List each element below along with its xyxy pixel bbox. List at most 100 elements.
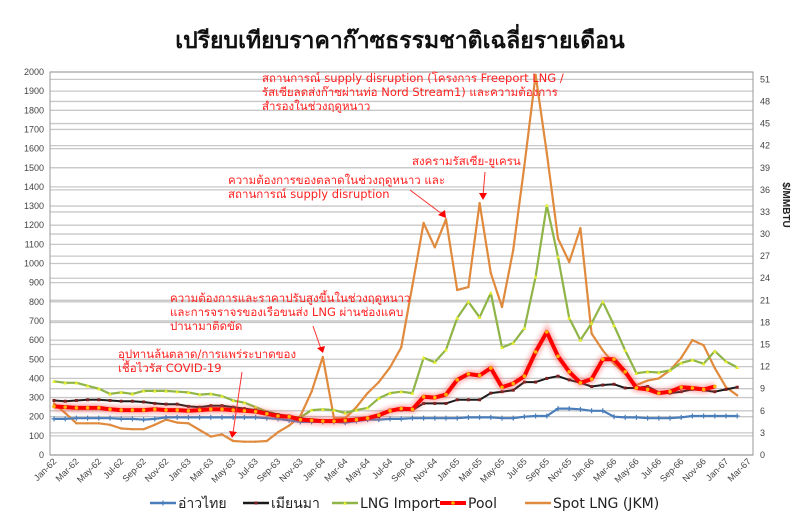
data-point (52, 379, 56, 384)
left-tick-label: 1600 (24, 144, 44, 154)
data-point (634, 371, 639, 375)
annotation-panama: ความต้องการและราคาปรับสูงขึ้นในช่วงฤดูหน… (170, 290, 414, 333)
data-point (152, 416, 158, 422)
right-axis-label: $/MMBTU (780, 182, 791, 228)
x-tick-label: Sep-65 (524, 456, 552, 484)
annotation-line: และการจราจรของเรือขนส่ง LNG ผ่านช่องแคบ (170, 305, 403, 319)
data-point (466, 299, 471, 304)
data-point (175, 389, 180, 394)
data-point (579, 226, 582, 230)
data-point (377, 413, 381, 418)
data-point (511, 388, 515, 392)
data-point (443, 415, 449, 421)
annotation-arrow (409, 189, 443, 215)
data-point (523, 164, 526, 167)
left-tick-label: 500 (29, 354, 44, 364)
data-point (477, 373, 482, 378)
data-point (478, 201, 481, 205)
data-point (220, 394, 224, 398)
data-point (656, 370, 661, 375)
annotation-winter-demand: ความต้องการของตลาดในช่วงฤดูหนาว และ สถาน… (228, 173, 449, 201)
data-point (276, 430, 280, 434)
data-point (545, 376, 549, 380)
data-point (623, 348, 628, 353)
data-point (534, 73, 537, 77)
data-point (130, 399, 134, 403)
data-point (656, 415, 662, 421)
x-tick-label: May-66 (613, 456, 641, 484)
data-point (387, 416, 393, 422)
data-point (701, 387, 706, 392)
right-tick-label: 12 (760, 362, 770, 372)
x-tick-label: Sep-66 (658, 456, 686, 484)
data-point (601, 357, 605, 362)
data-point (600, 299, 605, 304)
data-point (500, 385, 504, 390)
legend-item: อ่าวไทย (150, 495, 227, 512)
data-point (589, 321, 594, 325)
annotation-line: เชื้อไวรัส COVID-19 (118, 360, 222, 375)
data-point (645, 369, 650, 374)
annotation-line: อุปทานล้นตลาด/การแพร่ระบาดของ (118, 347, 296, 361)
data-point (634, 386, 639, 390)
right-tick-label: 3 (760, 428, 765, 438)
data-point (141, 408, 146, 412)
right-tick-label: 15 (760, 340, 770, 350)
x-tick-label: May-64 (344, 456, 372, 484)
data-point (377, 380, 380, 384)
data-point (451, 501, 455, 505)
data-point (724, 387, 728, 391)
x-tick-label: Nov-66 (680, 456, 708, 484)
data-point (578, 338, 583, 342)
data-point (701, 361, 706, 366)
data-point (713, 384, 717, 389)
data-point (536, 501, 540, 505)
left-tick-label: 1400 (24, 182, 44, 192)
data-point (545, 151, 548, 155)
data-point (623, 386, 627, 390)
data-point (544, 413, 550, 419)
left-tick-label: 1100 (25, 239, 44, 249)
data-point (590, 385, 594, 389)
data-point (433, 395, 437, 400)
data-point (186, 409, 191, 413)
data-point (455, 398, 459, 402)
data-point (186, 404, 190, 408)
x-tick-label: Sep-62 (120, 456, 148, 484)
data-point (467, 285, 470, 289)
left-tick-label: 1000 (24, 259, 44, 269)
data-point (119, 390, 124, 395)
data-point (499, 415, 505, 421)
data-point (96, 415, 102, 421)
arrowhead-icon (229, 431, 237, 438)
data-point (74, 380, 79, 385)
data-point (175, 408, 179, 412)
data-point (242, 400, 247, 405)
data-point (321, 419, 325, 423)
data-point (410, 407, 415, 412)
data-point (488, 290, 493, 295)
data-point (399, 406, 404, 411)
data-point (410, 391, 415, 395)
right-tick-label: 51 (760, 74, 770, 84)
data-point (633, 414, 639, 420)
data-point (645, 387, 650, 392)
data-point (175, 402, 179, 406)
data-point (601, 383, 605, 387)
data-point (578, 381, 583, 385)
data-point (164, 408, 168, 412)
annotation-line: รัสเซียลดส่งก๊าซผ่านท่อ Nord Stream1) แล… (262, 85, 558, 99)
legend-item: Spot LNG (JKM) (525, 496, 659, 512)
data-point (735, 385, 739, 389)
data-point (254, 501, 258, 505)
data-point (422, 401, 426, 405)
data-point (691, 338, 694, 342)
data-point (668, 389, 672, 394)
data-point (511, 341, 516, 345)
series-3 (52, 323, 717, 426)
data-point (454, 415, 460, 421)
right-tick-label: 18 (760, 317, 770, 327)
data-point (75, 422, 78, 425)
data-point (735, 365, 740, 370)
legend-label: เมียนมา (271, 496, 320, 512)
